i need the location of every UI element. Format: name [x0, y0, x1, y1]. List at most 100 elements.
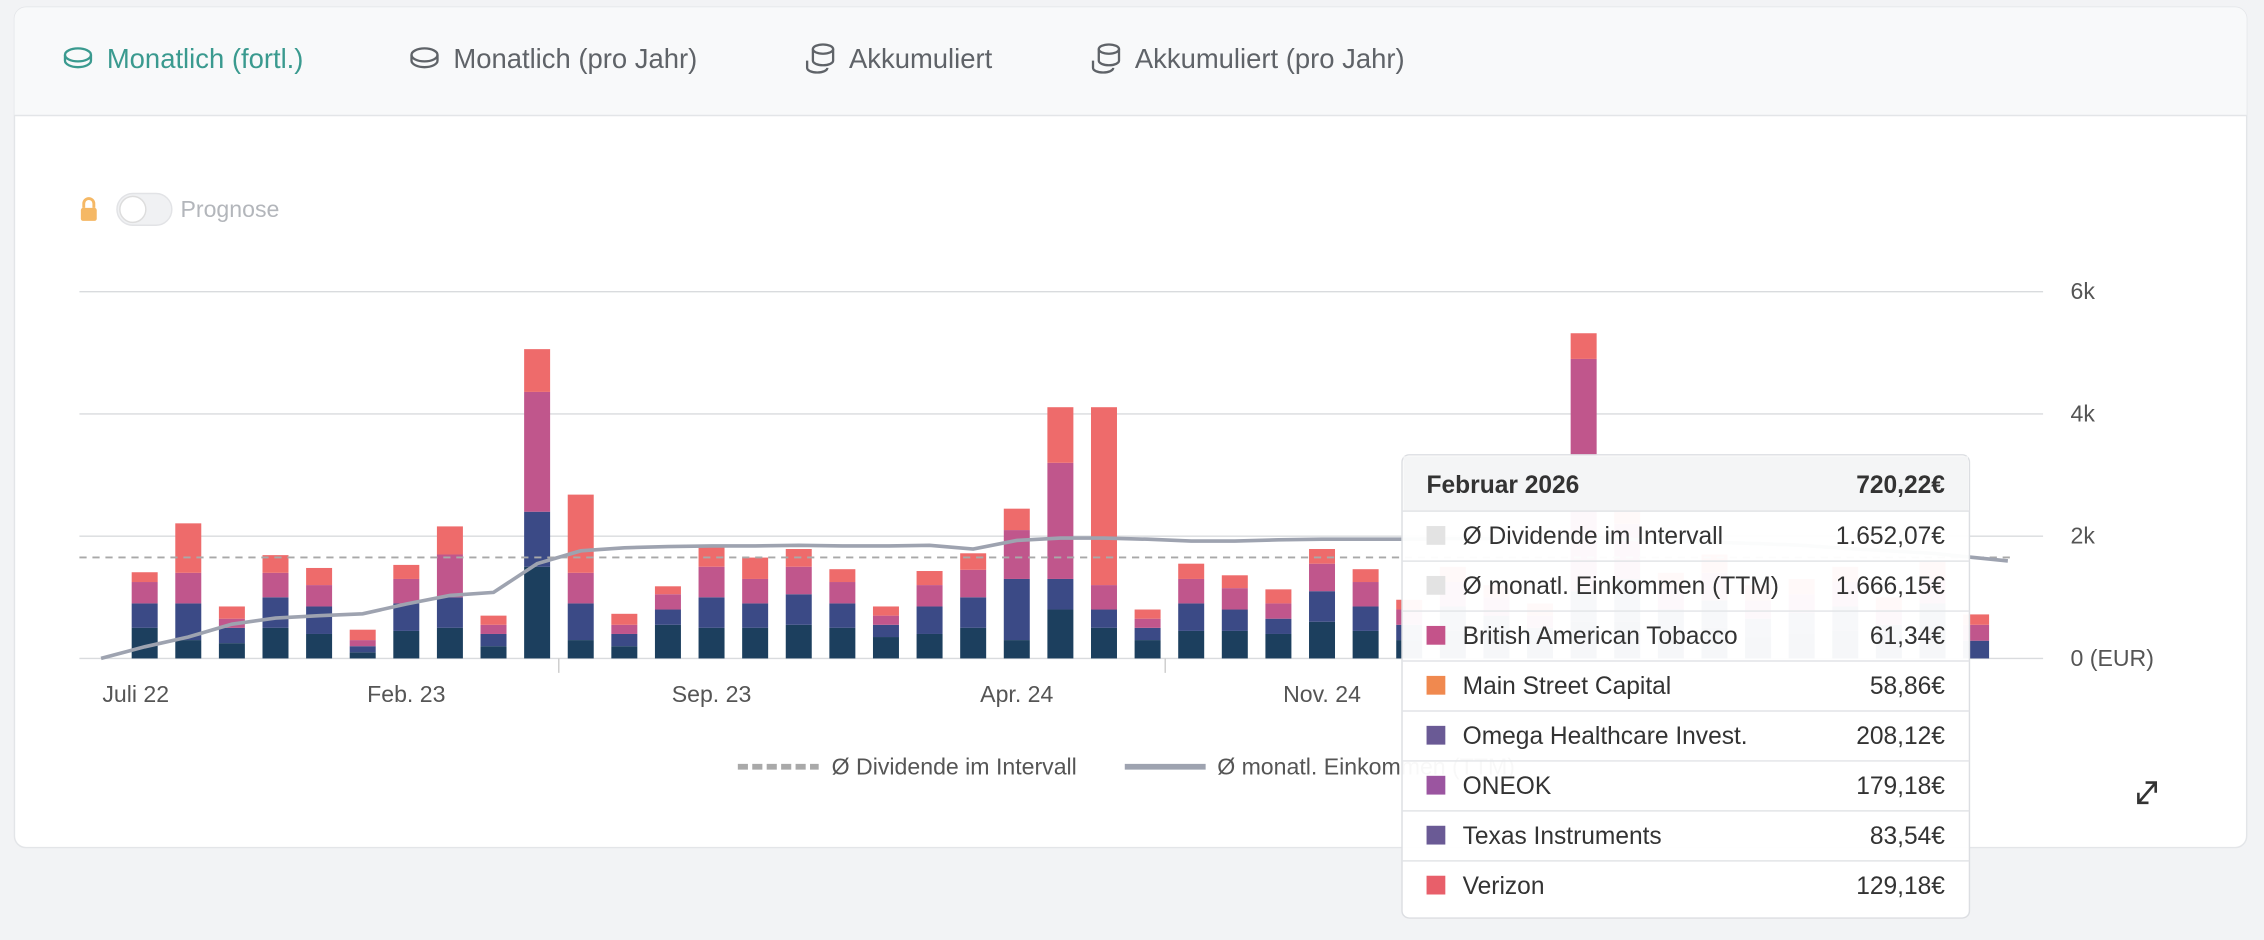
tooltip-row-label: ONEOK: [1463, 773, 1552, 800]
bar-segment: [262, 597, 289, 628]
tooltip-row-label: British American Tobacco: [1463, 623, 1738, 650]
bar-segment: [1047, 609, 1074, 659]
forecast-toggle[interactable]: Prognose: [80, 192, 279, 226]
bar-segment: [960, 569, 987, 598]
bar-segment: [349, 629, 376, 641]
bar-segment: [1047, 462, 1074, 579]
lock-icon: [80, 207, 97, 221]
y-tick-label: 2k: [2071, 523, 2096, 549]
tooltip-row-label: Texas Instruments: [1463, 823, 1662, 850]
y-tick-label: 0 (EUR): [2071, 645, 2154, 671]
bar-segment: [1003, 530, 1030, 579]
bar-segment: [1090, 627, 1117, 659]
bar-segment: [785, 594, 812, 625]
bar-segment: [1309, 549, 1336, 564]
bar-segment: [218, 627, 245, 644]
bar-segment: [349, 640, 376, 647]
tab[interactable]: Akkumuliert: [805, 43, 993, 74]
bar-segment: [1003, 578, 1030, 641]
bar-segment: [654, 609, 681, 625]
tab[interactable]: Monatlich (fortl.): [63, 43, 304, 74]
x-tick-label: Sep. 23: [672, 681, 752, 707]
tab-label: Monatlich (fortl.): [107, 43, 304, 74]
bar-segment: [829, 603, 856, 628]
bar-segment: [306, 585, 333, 607]
bar-segment: [1265, 618, 1292, 634]
bar-segment: [1221, 588, 1248, 610]
bar-segment: [1352, 606, 1379, 631]
tab-label: Akkumuliert: [849, 43, 993, 74]
tab[interactable]: Monatlich (pro Jahr): [410, 43, 698, 74]
tooltip-row-label: Verizon: [1463, 873, 1545, 900]
bar-segment: [698, 627, 725, 659]
bar-segment: [1003, 508, 1030, 531]
tooltip-swatch: [1426, 725, 1446, 745]
bar-segment: [567, 603, 594, 641]
bar-segment: [611, 646, 638, 659]
bar-segment: [1221, 630, 1248, 659]
tooltip-row-value: 61,34€: [1870, 623, 1945, 650]
bar-segment: [872, 615, 899, 625]
bar-segment: [1352, 582, 1379, 607]
bar-segment: [872, 637, 899, 659]
bar-segment: [480, 624, 507, 634]
bar-segment: [1178, 630, 1205, 659]
bar-segment: [872, 606, 899, 616]
bar-segment: [916, 606, 943, 634]
bar-segment: [785, 624, 812, 659]
bar-segment: [829, 627, 856, 659]
legend-label: Ø Dividende im Intervall: [832, 753, 1077, 779]
tooltip-row-value: 1.666,15€: [1836, 573, 1945, 600]
bar-segment: [175, 572, 202, 604]
bar-segment: [218, 643, 245, 659]
bar-segment: [175, 640, 202, 659]
tooltip-swatch: [1426, 875, 1446, 895]
bar-segment: [1047, 407, 1074, 463]
bar-segment: [1003, 640, 1030, 659]
tooltip-row-value: 83,54€: [1870, 823, 1945, 850]
bar-segment: [1090, 407, 1117, 586]
bar-segment: [218, 606, 245, 619]
tooltip-row-label: Omega Healthcare Invest.: [1463, 723, 1748, 750]
tooltip-box: [1401, 454, 1971, 919]
bar-segment: [567, 572, 594, 604]
bar-segment: [436, 526, 463, 555]
bar-segment: [611, 633, 638, 647]
bar-segment: [916, 585, 943, 607]
bar-segment: [1090, 585, 1117, 610]
bar-segment: [916, 571, 943, 586]
tooltip-swatch: [1426, 625, 1446, 645]
bar-segment: [262, 572, 289, 598]
tooltip-row-value: 208,12€: [1856, 723, 1945, 750]
expand-icon[interactable]: [2137, 781, 2158, 805]
tooltip-row-label: Ø monatl. Einkommen (TTM): [1463, 573, 1779, 600]
bar-segment: [916, 633, 943, 659]
tooltip-title: Februar 2026: [1427, 472, 1580, 499]
x-tick-label: Nov. 24: [1283, 681, 1361, 707]
bar-segment: [524, 511, 551, 567]
tab[interactable]: Akkumuliert (pro Jahr): [1091, 43, 1405, 74]
tooltip-total: 720,22€: [1856, 472, 1945, 499]
toggle-knob: [119, 195, 147, 224]
bar-segment: [306, 633, 333, 659]
bar-segment: [960, 553, 987, 570]
coins-icon: [805, 49, 835, 74]
bar-segment: [306, 606, 333, 634]
bar-segment: [1352, 630, 1379, 659]
bar-segment: [1352, 569, 1379, 583]
bar-segment: [872, 624, 899, 638]
bar-segment: [1265, 633, 1292, 659]
tooltip-row-label: Main Street Capital: [1463, 673, 1672, 700]
bar-segment: [1221, 609, 1248, 631]
bar-segment: [436, 627, 463, 659]
bar-segment: [436, 597, 463, 628]
bar-segment: [1265, 589, 1292, 604]
tooltip: Februar 2026 720,22€ Ø Dividende im Interv…: [1401, 454, 1971, 919]
tab-bar: [14, 7, 2247, 116]
bar-segment: [742, 578, 769, 604]
bar-segment: [131, 572, 158, 583]
bar-segment: [960, 627, 987, 659]
bar-segment: [306, 567, 333, 586]
bar-segment: [698, 546, 725, 567]
tooltip-swatch: [1426, 825, 1446, 845]
